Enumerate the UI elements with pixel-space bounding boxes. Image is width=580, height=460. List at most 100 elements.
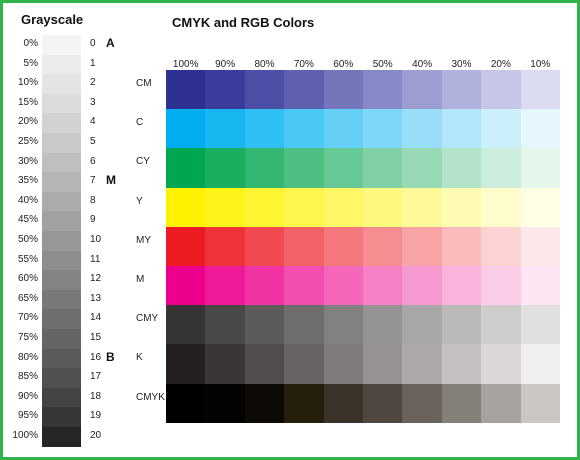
grayscale-step-number: 9 [90, 214, 96, 226]
color-swatch [363, 344, 403, 384]
color-swatch [244, 344, 285, 384]
color-swatch [441, 266, 482, 306]
grayscale-swatch [42, 309, 81, 329]
color-swatch [441, 344, 482, 384]
color-swatch [520, 187, 561, 227]
grayscale-swatch [42, 93, 81, 114]
color-swatch [166, 266, 206, 306]
row-label: MY [136, 234, 151, 246]
color-swatch [166, 70, 206, 110]
grayscale-percent-label: 5% [23, 57, 38, 69]
grayscale-step-number: 14 [90, 312, 102, 324]
color-swatch [205, 187, 246, 227]
color-swatch [441, 148, 482, 188]
color-swatch [363, 70, 403, 110]
column-header: 100% [172, 59, 199, 70]
color-swatch [363, 266, 403, 306]
grayscale-marker: A [106, 36, 115, 50]
color-swatch [402, 109, 443, 149]
color-swatch [402, 70, 443, 110]
color-swatch [166, 109, 206, 149]
grayscale-percent-label: 55% [17, 253, 38, 265]
color-swatch [166, 226, 206, 266]
color-swatch [323, 148, 364, 188]
color-swatch [244, 187, 285, 227]
color-swatch [284, 70, 324, 110]
color-swatch [205, 344, 246, 384]
color-swatch [244, 305, 285, 345]
column-header: 90% [215, 59, 236, 70]
grayscale-percent-label: 50% [17, 234, 38, 245]
grayscale-step-number: 1 [90, 57, 96, 69]
grayscale-swatch [42, 289, 81, 310]
color-swatch [520, 70, 561, 110]
grayscale-marker: M [106, 173, 116, 188]
color-swatch [520, 305, 561, 345]
color-swatch [323, 187, 364, 227]
color-swatch [481, 266, 521, 306]
color-swatch [244, 266, 285, 306]
grayscale-swatch [42, 329, 81, 349]
grayscale-step-number: 16 [90, 351, 102, 363]
grayscale-percent-label: 85% [17, 371, 38, 383]
color-swatch [284, 187, 324, 227]
grayscale-percent-label: 0% [23, 38, 38, 49]
grayscale-percent-label: 95% [17, 410, 38, 422]
grayscale-percent-label: 75% [17, 332, 38, 343]
color-swatch [323, 305, 364, 345]
color-swatch [205, 383, 246, 423]
grayscale-swatch [42, 152, 81, 173]
row-label: CM [136, 78, 152, 89]
grayscale-step-number: 17 [90, 371, 102, 383]
grayscale-step-number: 5 [90, 136, 96, 147]
color-swatch [166, 187, 206, 227]
grayscale-swatch [42, 74, 81, 94]
color-swatch [402, 383, 443, 423]
color-swatch [402, 305, 443, 345]
color-swatch [441, 109, 482, 149]
grayscale-swatch [42, 133, 81, 153]
grayscale-step-number: 7 [90, 175, 96, 187]
color-swatch [284, 226, 324, 266]
row-label: CMYK [136, 391, 165, 403]
grayscale-step-number: 15 [90, 332, 102, 343]
grayscale-marker: B [106, 349, 115, 364]
color-swatch [441, 226, 482, 266]
grayscale-step-number: 13 [90, 292, 102, 304]
color-swatch [441, 187, 482, 227]
grayscale-percent-label: 15% [17, 96, 38, 108]
color-swatch [205, 305, 246, 345]
grayscale-step-number: 11 [90, 253, 101, 265]
color-swatch [323, 109, 364, 149]
grayscale-step-number: 6 [90, 155, 96, 167]
row-label: M [136, 274, 145, 285]
grayscale-percent-label: 45% [17, 214, 38, 226]
grayscale-swatch [42, 270, 81, 290]
color-swatch [323, 383, 364, 423]
grayscale-swatch [42, 348, 81, 369]
color-swatch [284, 305, 324, 345]
color-swatch [323, 226, 364, 266]
grayscale-step-number: 3 [90, 96, 96, 108]
grayscale-swatch [42, 387, 81, 408]
color-swatch [205, 70, 246, 110]
color-swatch [244, 109, 285, 149]
color-swatch [481, 109, 521, 149]
color-swatch [402, 266, 443, 306]
color-swatch [520, 226, 561, 266]
color-swatch [284, 266, 324, 306]
grayscale-step-number: 19 [90, 410, 102, 422]
color-swatch [363, 383, 403, 423]
color-swatch [284, 383, 324, 423]
color-swatch [205, 109, 246, 149]
color-swatch [481, 187, 521, 227]
grayscale-step-number: 20 [90, 430, 102, 441]
grayscale-swatch [42, 427, 81, 447]
grayscale-swatch [42, 191, 81, 212]
column-header: 70% [293, 59, 314, 70]
color-swatch [244, 383, 285, 423]
column-header: 40% [412, 59, 433, 70]
color-swatch [363, 187, 403, 227]
color-swatch [205, 148, 246, 188]
color-swatch [481, 383, 521, 423]
